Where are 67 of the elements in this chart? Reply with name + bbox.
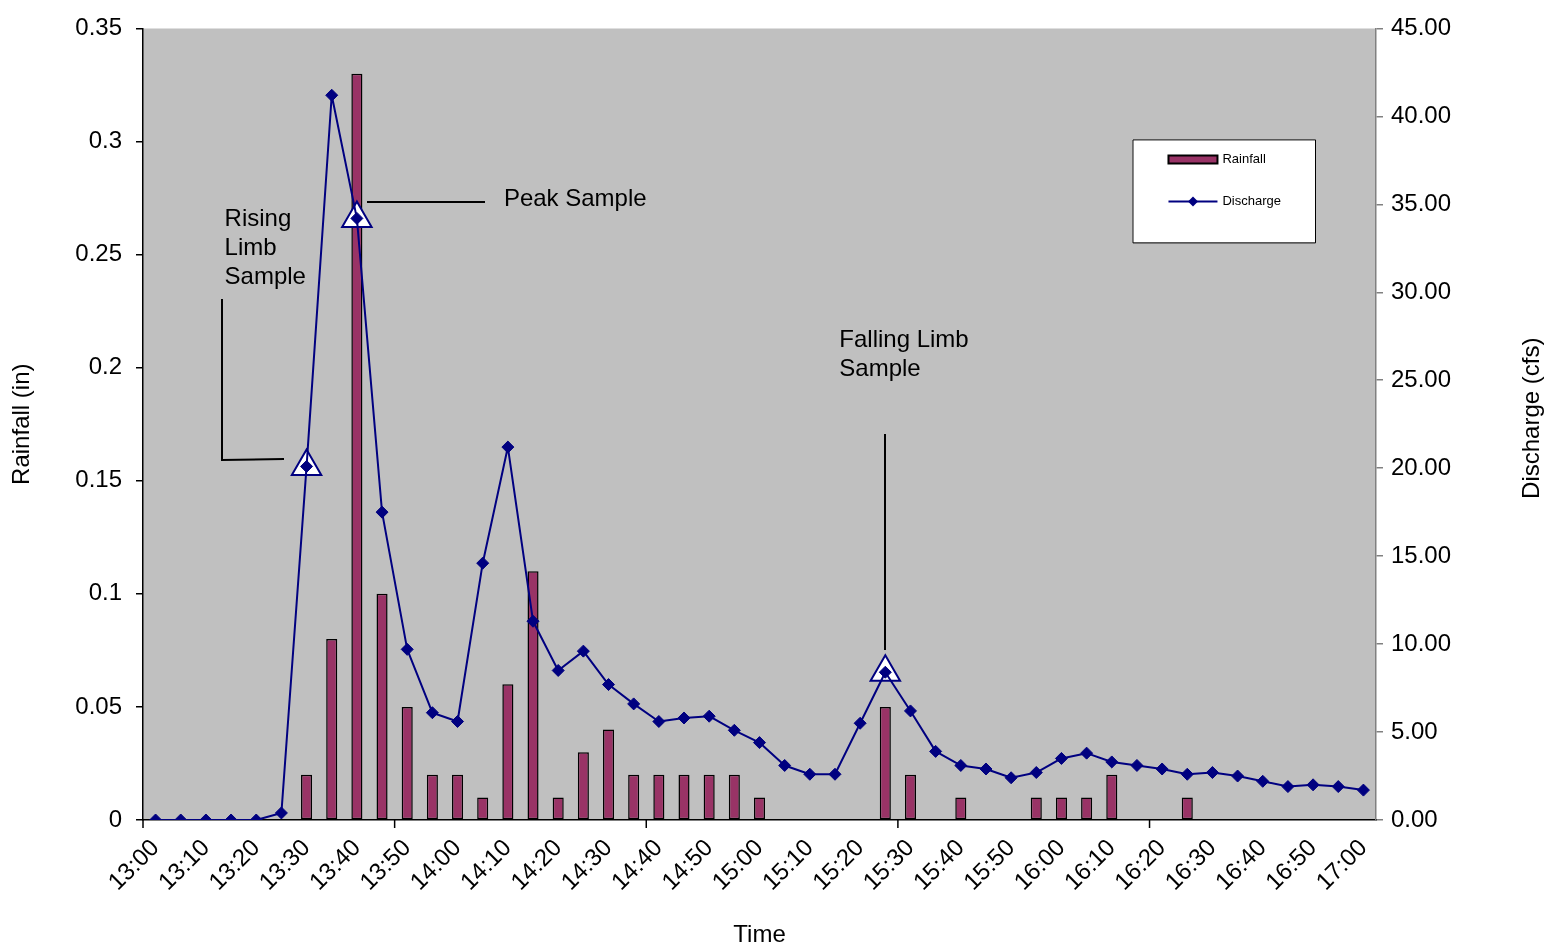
point [677,711,691,725]
point [1281,780,1295,794]
point [1054,751,1068,765]
point [828,767,842,781]
point [929,744,943,758]
y2-tick-label: 0.00 [1391,804,1438,832]
point [1029,766,1043,779]
y-tick-label: 0 [108,804,122,832]
y2-tick-label: 15.00 [1391,540,1452,568]
y2-tick-label: 20.00 [1391,452,1452,480]
point [425,706,439,720]
point [501,440,515,454]
legend-label: Discharge [1222,192,1282,208]
y2-tick-label: 25.00 [1391,364,1452,392]
point [1004,771,1018,785]
point [1180,767,1194,781]
point [652,714,666,728]
y2-axis-title: Discharge (cfs) [1516,337,1544,499]
annotation: Rising Limb Sample [224,204,306,290]
point [325,88,339,102]
point [274,806,288,820]
y-tick-label: 0.05 [75,691,122,719]
point [753,736,766,750]
point [526,614,540,628]
y-tick-label: 0.15 [75,465,122,493]
y2-tick-label: 5.00 [1391,716,1438,744]
point [400,642,414,656]
y-tick-label: 0.1 [88,578,122,606]
point [1130,758,1144,772]
y-tick-label: 0.3 [88,126,122,154]
annotation: Peak Sample [503,184,647,212]
point [576,644,590,658]
point [1356,783,1370,797]
x-axis-title: Time [733,920,786,948]
y-axis-title: Rainfall (in) [7,363,35,485]
point [1205,766,1219,779]
y2-tick-label: 45.00 [1391,13,1452,41]
point [1256,774,1270,788]
point [551,663,565,677]
y-tick-label: 0.2 [88,352,122,380]
y-tick-label: 0.25 [75,239,122,267]
point [1231,769,1245,783]
point [903,704,917,718]
point [1306,778,1320,792]
point [803,767,817,781]
point [627,697,641,711]
point [476,556,490,570]
y2-tick-label: 35.00 [1391,188,1452,216]
y2-tick-label: 40.00 [1391,100,1452,128]
annotation: Falling Limb Sample [839,324,969,381]
point [1105,755,1119,769]
point [375,505,389,519]
point [1331,780,1345,794]
y2-tick-label: 30.00 [1391,276,1452,304]
legend-label: Rainfall [1222,150,1266,166]
point [778,758,792,772]
point [727,723,741,737]
point [954,758,968,772]
y-tick-label: 0.35 [75,13,122,41]
point [451,714,465,728]
point [602,678,616,692]
point [1155,762,1169,776]
y2-tick-label: 10.00 [1391,628,1452,656]
point [853,716,867,730]
point [979,762,993,776]
point [1080,746,1094,760]
point [702,709,716,723]
